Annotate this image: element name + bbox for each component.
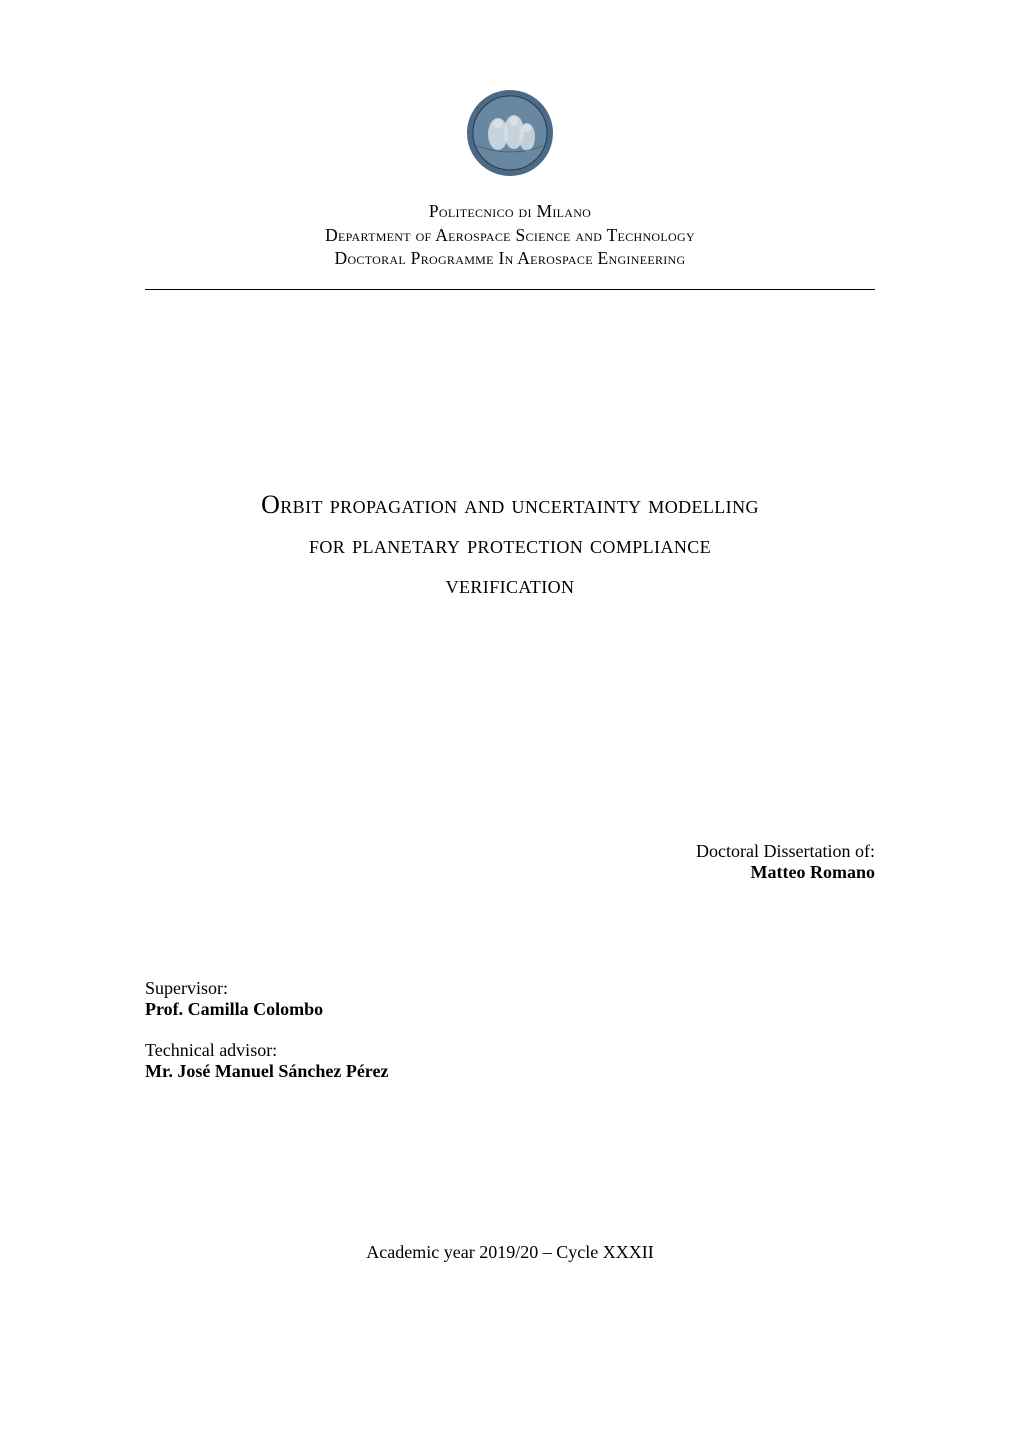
author-label: Doctoral Dissertation of: [145, 841, 875, 862]
advisor-label: Technical advisor: [145, 1040, 875, 1061]
university-seal-icon [467, 90, 553, 176]
institution-block: Politecnico di Milano Department of Aero… [145, 200, 875, 271]
header-divider [145, 289, 875, 290]
author-name: Matteo Romano [145, 862, 875, 883]
dissertation-title: Orbit propagation and uncertainty modell… [145, 485, 875, 606]
academic-year: Academic year 2019/20 – Cycle XXXII [145, 1242, 875, 1263]
advisor-name: Mr. José Manuel Sánchez Pérez [145, 1061, 875, 1082]
title-line-2: for planetary protection compliance [145, 525, 875, 565]
roles-block: Supervisor: Prof. Camilla Colombo Techni… [145, 978, 875, 1082]
department-name: Department of Aerospace Science and Tech… [145, 224, 875, 248]
logo-container [145, 90, 875, 176]
title-line-3: verification [145, 565, 875, 605]
programme-name: Doctoral Programme In Aerospace Engineer… [145, 247, 875, 271]
institution-name: Politecnico di Milano [145, 200, 875, 224]
supervisor-label: Supervisor: [145, 978, 875, 999]
title-line-1: Orbit propagation and uncertainty modell… [145, 485, 875, 525]
supervisor-name: Prof. Camilla Colombo [145, 999, 875, 1020]
author-block: Doctoral Dissertation of: Matteo Romano [145, 841, 875, 883]
